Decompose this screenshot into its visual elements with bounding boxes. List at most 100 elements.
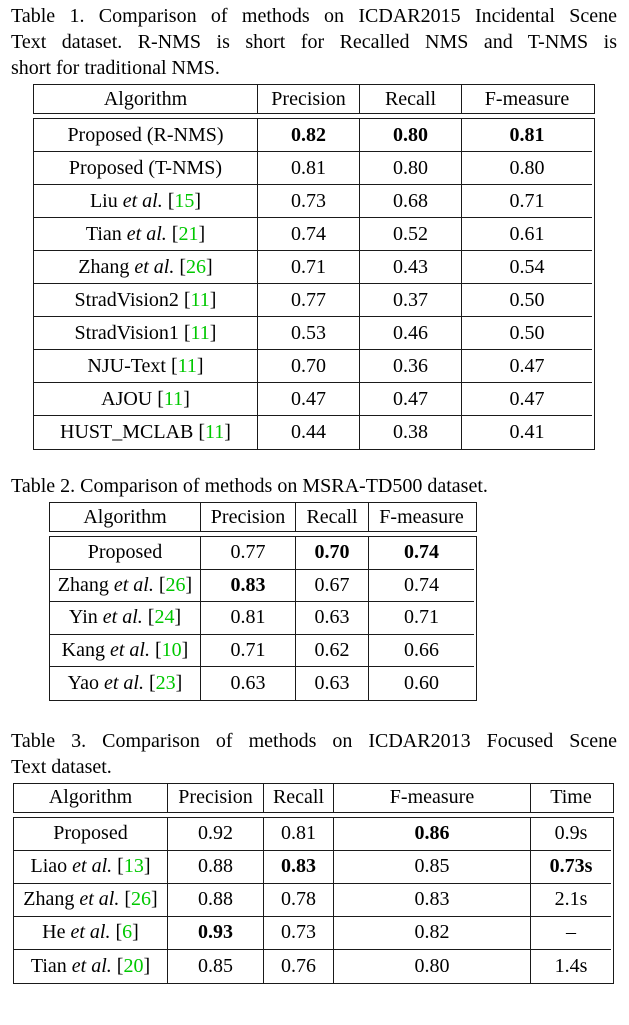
value-cell: 0.68 (360, 185, 462, 218)
etal-text: et al. (126, 222, 167, 245)
etal-text: et al. (72, 855, 113, 877)
value-cell: 0.83 (334, 883, 531, 917)
algorithm-name: Zhang (23, 888, 80, 910)
citation-ref[interactable]: 13 (123, 855, 144, 877)
value-cell: 0.86 (334, 817, 531, 851)
algorithm-name: ] (181, 638, 189, 661)
table-1-icdar2015: Algorithm Precision Recall F-measure Propose… (33, 84, 595, 450)
value-cell: 0.67 (296, 569, 369, 602)
value-cell: 0.80 (462, 152, 592, 185)
value-cell: 0.43 (360, 251, 462, 284)
algorithm-cell: Liu et al. [15] (34, 185, 258, 218)
table-header-row: Algorithm Precision Recall F-measure (33, 84, 595, 114)
value-cell: 0.81 (258, 152, 360, 185)
algorithm-name: ] (143, 855, 151, 877)
caption-line: Text dataset. (11, 755, 112, 778)
table-3-icdar2013: Algorithm Precision Recall F-measure Time Pro… (13, 782, 614, 984)
etal-text: et al. (71, 954, 112, 977)
value-cell: 0.47 (258, 383, 360, 416)
algorithm-name: ] (209, 321, 217, 344)
citation-ref[interactable]: 20 (123, 954, 144, 977)
paper-page: Table 1. Comparison of methods on ICDAR2… (11, 5, 617, 984)
value-cell: 0.77 (201, 537, 296, 570)
column-header: Time (550, 786, 592, 808)
citation-ref[interactable]: 23 (155, 671, 176, 694)
citation-ref[interactable]: 21 (178, 222, 199, 245)
value-cell: 0.52 (360, 218, 462, 251)
algorithm-cell: HUST_MCLAB [11] (34, 416, 258, 449)
value-cell: 0.71 (258, 251, 360, 284)
value-cell: 0.60 (404, 671, 439, 694)
citation-ref[interactable]: 24 (154, 606, 175, 629)
algorithm-name: Proposed (T-NMS) (68, 156, 223, 179)
algorithm-name: ] (209, 288, 217, 311)
citation-ref[interactable]: 11 (177, 354, 197, 377)
citation-ref[interactable]: 26 (186, 255, 207, 278)
value-cell: 0.9s (531, 818, 611, 851)
column-header: Algorithm (50, 503, 201, 531)
citation-ref[interactable]: 26 (165, 573, 186, 596)
column-header: Recall (360, 85, 462, 113)
value-cell: 0.81 (462, 119, 592, 152)
algorithm-cell: He et al. [6] (14, 916, 168, 950)
algorithm-cell: Yin et al. [24] (50, 602, 201, 635)
table2-caption: Table 2. Comparison of methods on MSRA-T… (11, 473, 617, 499)
value-cell: 0.63 (296, 602, 369, 635)
table-header-row: Algorithm Precision Recall F-measure (49, 502, 477, 532)
value-cell: 0.80 (334, 949, 531, 983)
algorithm-name: StradVision1 [ (74, 321, 191, 344)
citation-ref[interactable]: 10 (161, 638, 182, 661)
algorithm-cell: Tian et al. [21] (34, 218, 258, 251)
algorithm-name: ] (194, 189, 202, 212)
value-cell: 2.1s (531, 884, 611, 917)
table-body: Proposed (R-NMS) 0.82 0.80 0.81 Proposed (T-… (33, 118, 595, 450)
citation-ref[interactable]: 11 (190, 321, 210, 344)
column-header: Recall (264, 783, 334, 812)
citation-ref[interactable]: 11 (190, 288, 210, 311)
algorithm-cell: AJOU [11] (34, 383, 258, 416)
column-header: Precision (201, 503, 296, 531)
algorithm-name: Proposed (53, 822, 128, 844)
value-cell: 0.46 (360, 317, 462, 350)
column-header: Algorithm (14, 783, 168, 812)
value-cell: 0.50 (462, 317, 592, 350)
table-body: Proposed 0.92 0.81 0.86 0.9s Liao et al. [13]… (13, 816, 614, 984)
algorithm-name: ] (183, 387, 190, 410)
table3-caption: Table 3. Comparison of methods on ICDAR2… (11, 728, 617, 780)
algorithm-name: [ (112, 855, 124, 877)
etal-text: et al. (134, 255, 175, 278)
algorithm-name: Zhang (57, 573, 114, 596)
etal-text: et al. (113, 573, 154, 596)
algorithm-name: Liu (89, 189, 123, 212)
value-cell: 0.82 (258, 119, 360, 152)
algorithm-name: [ (174, 255, 187, 278)
value-cell: 0.71 (369, 602, 474, 635)
etal-text: et al. (109, 638, 150, 661)
value-cell: 0.47 (462, 383, 592, 416)
algorithm-cell: Kang et al. [10] (50, 634, 201, 667)
citation-ref[interactable]: 15 (174, 189, 195, 212)
value-cell: 0.41 (509, 421, 545, 443)
value-cell: 0.80 (360, 152, 462, 185)
value-cell: 0.74 (369, 537, 474, 570)
algorithm-cell: Proposed (50, 537, 201, 570)
algorithm-cell: Zhang et al. [26] (14, 883, 168, 917)
caption-line: Table 3. Comparison of methods on ICDAR2… (11, 729, 617, 752)
algorithm-name: ] (206, 255, 213, 278)
value-cell: 0.50 (462, 284, 592, 317)
value-cell: 0.47 (360, 383, 462, 416)
column-header: Algorithm (34, 85, 258, 113)
value-cell: 0.61 (462, 218, 592, 251)
value-cell: 0.83 (264, 850, 334, 884)
citation-ref[interactable]: 11 (163, 387, 184, 410)
citation-ref[interactable]: 11 (205, 421, 225, 443)
algorithm-name: Kang (61, 638, 110, 661)
value-cell: 0.73 (264, 916, 334, 950)
value-cell: 0.76 (264, 949, 334, 983)
citation-ref[interactable]: 6 (122, 921, 133, 943)
value-cell: 1.4s (554, 954, 588, 977)
citation-ref[interactable]: 26 (131, 888, 152, 910)
value-cell: 0.66 (369, 635, 474, 667)
value-cell: 0.62 (296, 634, 369, 667)
algorithm-cell: Proposed (14, 817, 168, 851)
